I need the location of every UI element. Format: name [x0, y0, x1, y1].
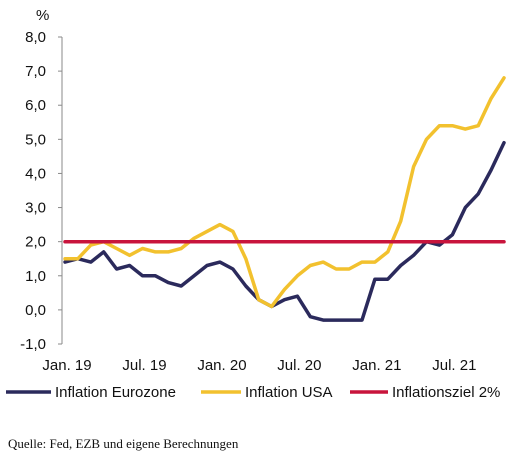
y-tick-labels: 8,0 7,0 6,0 5,0 4,0 3,0 2,0 1,0 0,0 -1,0 [20, 29, 46, 353]
y-tick-label: 8,0 [25, 29, 46, 46]
legend-label: Inflationsziel 2% [392, 384, 500, 401]
x-tick-label: Jul. 19 [122, 357, 166, 374]
legend: Inflation Eurozone Inflation USA Inflation… [6, 384, 500, 401]
legend-item-inflationsziel-2: Inflationsziel 2% [350, 384, 500, 401]
source-note: Quelle: Fed, EZB und eigene Berechnungen [8, 436, 239, 451]
series-line-inflation-usa [63, 76, 506, 309]
y-tick-label: -1,0 [20, 336, 46, 353]
x-tick-label: Jan. 20 [197, 357, 246, 374]
y-tick-label: 4,0 [25, 165, 46, 182]
y-tick-label: 3,0 [25, 200, 46, 217]
series-line-inflation-eurozone [63, 140, 506, 322]
x-tick-label: Jul. 20 [277, 357, 321, 374]
x-tick-label: Jul. 21 [432, 357, 476, 374]
y-tick-label: 0,0 [25, 302, 46, 319]
y-axis-unit-label: % [36, 7, 49, 24]
legend-item-inflation-usa: Inflation USA [201, 384, 333, 401]
y-tick-label: 7,0 [25, 63, 46, 80]
y-tick-label: 6,0 [25, 97, 46, 114]
legend-item-inflation-eurozone: Inflation Eurozone [6, 384, 176, 401]
x-tick-labels: Jan. 19 Jul. 19 Jan. 20 Jul. 20 Jan. 21 Jul. … [42, 357, 476, 374]
x-tick-label: Jan. 21 [352, 357, 401, 374]
legend-label: Inflation USA [245, 384, 333, 401]
y-tick-label: 2,0 [25, 234, 46, 251]
x-tick-label: Jan. 19 [42, 357, 91, 374]
legend-label: Inflation Eurozone [55, 384, 176, 401]
y-tick-label: 5,0 [25, 131, 46, 148]
series-lines [63, 76, 506, 322]
axes-layer [58, 36, 63, 345]
y-tick-label: 1,0 [25, 268, 46, 285]
